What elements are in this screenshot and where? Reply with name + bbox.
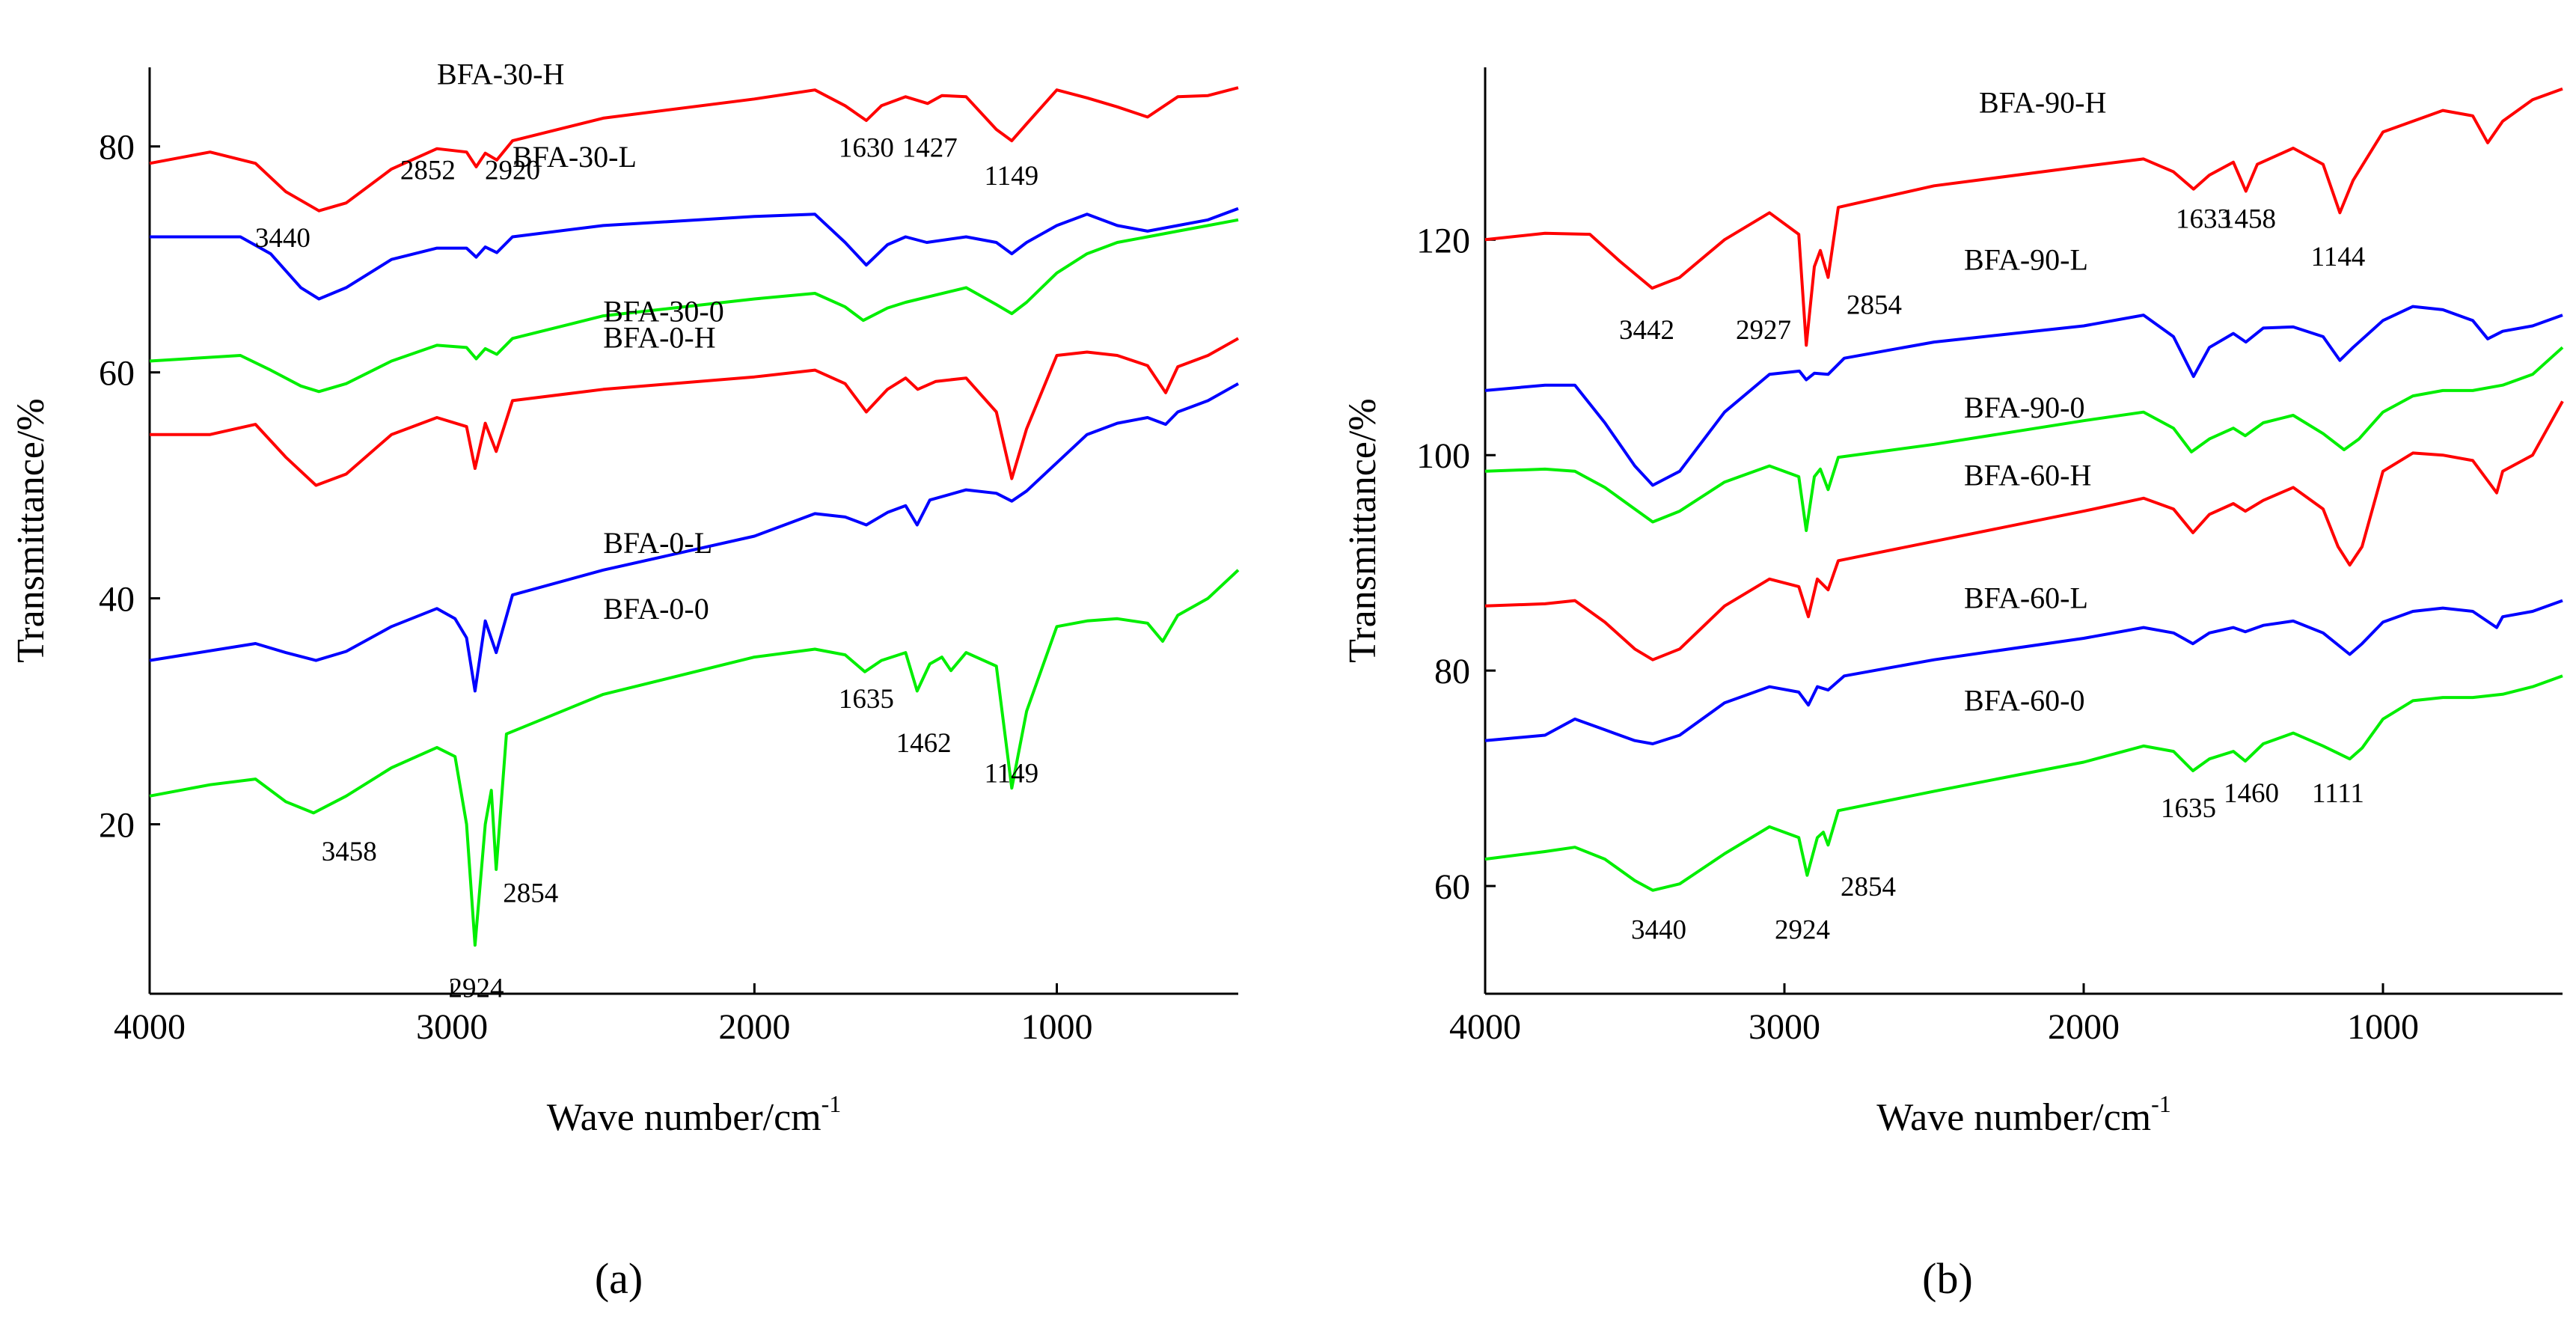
y-tick-label: 80 (99, 128, 135, 168)
x-axis-title: Wave number/cm-1 (1876, 1090, 2171, 1139)
peak-annotation: 1462 (896, 728, 952, 759)
series-label-bfa-30-0: BFA-30-0 (603, 295, 723, 329)
series-line-bfa-90-l (1484, 305, 2563, 487)
series-line-bfa-60-h (1484, 400, 2564, 661)
y-tick-label: 60 (99, 354, 135, 394)
series-line-bfa-30-0 (149, 218, 1239, 394)
series-label-bfa-0-l: BFA-0-L (603, 526, 712, 560)
x-axis-title: Wave number/cm-1 (547, 1090, 842, 1139)
peak-annotation: 2924 (1775, 915, 1830, 946)
peak-annotation: 2924 (449, 974, 504, 1004)
peak-annotation: 2854 (503, 879, 558, 909)
series-label-bfa-30-l: BFA-30-L (513, 140, 637, 174)
series-label-bfa-60-h: BFA-60-H (1964, 459, 2091, 492)
x-tick-label: 1000 (2347, 1007, 2419, 1047)
panel-label: (a) (595, 1254, 643, 1303)
panel-a-chart: 4000 3000 2000 1000 20 40 60 80 Wave number/cm-1… (10, 58, 1240, 1303)
x-tick-label: 4000 (114, 1007, 186, 1047)
series-label-bfa-60-l: BFA-60-L (1964, 581, 2088, 615)
series-line-bfa-30-h (149, 86, 1239, 213)
series-label-bfa-60-0: BFA-60-0 (1964, 683, 2084, 717)
panel-label: (b) (1922, 1254, 1973, 1303)
series-line-bfa-90-0 (1484, 346, 2564, 532)
peak-annotation: 1427 (902, 132, 958, 163)
series-label-bfa-0-0: BFA-0-0 (603, 592, 709, 626)
series-label-bfa-0-h: BFA-0-H (603, 320, 715, 354)
series-line-bfa-0-l (149, 382, 1239, 693)
peak-annotation: 1144 (2311, 242, 2366, 272)
y-tick-label: 80 (1434, 652, 1470, 691)
series-line-bfa-0-h (150, 337, 1239, 487)
y-tick-label: 120 (1416, 221, 1470, 260)
peak-annotation: 2927 (1736, 315, 1791, 346)
x-tick-label: 3000 (416, 1007, 488, 1047)
x-axis-title-superscript: -1 (2151, 1090, 2171, 1117)
series-label-bfa-90-l: BFA-90-L (1964, 243, 2088, 277)
x-tick-label: 2000 (718, 1007, 790, 1047)
peak-annotation: 2854 (1841, 872, 1896, 902)
peak-annotation: 1460 (2224, 778, 2279, 809)
peak-annotation: 1633 (2176, 204, 2231, 234)
series-line-bfa-60-0 (1484, 674, 2563, 892)
x-axis-title-text: Wave number/cm (547, 1096, 822, 1139)
x-tick-label: 2000 (2048, 1007, 2120, 1047)
peak-annotation: 1635 (839, 684, 894, 715)
peak-annotation: 2852 (400, 155, 456, 186)
peak-annotation: 1630 (839, 132, 894, 163)
peak-annotation: 2920 (485, 155, 540, 186)
x-tick-label: 1000 (1021, 1007, 1093, 1047)
x-tick-label: 4000 (1449, 1007, 1521, 1047)
peak-annotation: 3440 (255, 223, 310, 254)
series-line-bfa-90-h (1484, 87, 2563, 347)
peak-annotation: 3458 (322, 837, 377, 867)
x-tick-label: 3000 (1749, 1007, 1820, 1047)
y-tick-label: 100 (1416, 436, 1470, 476)
series-line-bfa-60-l (1484, 599, 2563, 745)
y-tick-label: 20 (99, 806, 135, 846)
panel-b-chart: 4000 3000 2000 1000 60 80 100 120 Wave number/cm… (1341, 67, 2564, 1303)
y-axis-title: Transmittance/% (10, 398, 52, 662)
series-label-bfa-30-h: BFA-30-H (437, 58, 564, 91)
peak-annotation: 1635 (2161, 793, 2216, 824)
peak-annotation: 3442 (1619, 315, 1674, 346)
peak-annotation: 1149 (985, 161, 1039, 192)
peak-annotation: 1111 (2312, 778, 2364, 809)
y-tick-label: 60 (1434, 867, 1470, 907)
series-label-bfa-90-h: BFA-90-H (1979, 85, 2106, 119)
y-tick-label: 40 (99, 580, 135, 620)
peak-annotation: 1458 (2221, 204, 2276, 234)
y-axis-title: Transmittance/% (1341, 398, 1384, 662)
series-label-bfa-90-0: BFA-90-0 (1964, 391, 2084, 424)
peak-annotation: 1149 (985, 759, 1039, 789)
peak-annotation: 3440 (1631, 915, 1686, 946)
peak-annotation: 2854 (1847, 290, 1902, 321)
series-line-bfa-0-0 (149, 569, 1240, 947)
x-axis-title-superscript: -1 (822, 1090, 842, 1117)
series-line-bfa-30-l (150, 207, 1239, 301)
x-axis-title-text: Wave number/cm (1876, 1096, 2151, 1139)
